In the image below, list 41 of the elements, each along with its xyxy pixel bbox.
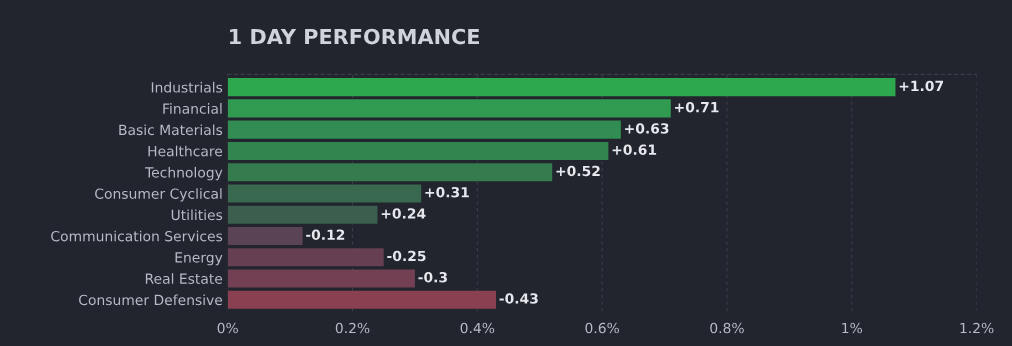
- bar: [227, 205, 378, 224]
- y-tick-label: Healthcare: [148, 145, 223, 157]
- y-tick-label: Industrials: [151, 81, 223, 93]
- y-tick-label: Communication Services: [51, 230, 223, 242]
- data-label: -0.12: [306, 229, 345, 240]
- x-tick-label: 1%: [842, 322, 863, 334]
- data-label: +0.24: [381, 208, 426, 219]
- y-tick-label: Consumer Cyclical: [95, 188, 222, 202]
- data-label: +0.71: [675, 101, 719, 113]
- y-tick-label: Financial: [163, 103, 222, 114]
- data-label: +0.61: [612, 144, 657, 155]
- y-tick-label: Utilities: [171, 209, 223, 221]
- data-label: -0.3: [418, 271, 447, 283]
- bar: [227, 163, 553, 182]
- x-tick-label: 0%: [217, 322, 238, 334]
- x-tick-label: 1.2%: [960, 322, 994, 334]
- y-tick-label: Consumer Defensive: [79, 294, 223, 306]
- bar: [227, 248, 384, 267]
- data-label: +0.63: [625, 123, 669, 134]
- data-label: +1.07: [899, 80, 944, 92]
- y-tick-label: Energy: [175, 252, 223, 266]
- bar: [227, 269, 415, 288]
- bar: [227, 120, 621, 139]
- x-tick-label: 0.8%: [710, 322, 744, 334]
- x-tick-label: 0.2%: [335, 322, 370, 334]
- x-tick-label: 0.4%: [460, 322, 495, 334]
- data-label: -0.25: [387, 250, 426, 262]
- y-tick-label: Real Estate: [145, 273, 223, 284]
- data-label: +0.31: [425, 186, 469, 198]
- data-label: -0.43: [499, 293, 538, 304]
- bar: [227, 290, 497, 309]
- bar: [227, 99, 671, 118]
- x-tick-label: 0.6%: [585, 322, 620, 334]
- y-tick-label: Technology: [145, 166, 223, 181]
- bar: [227, 141, 609, 160]
- bar: [227, 226, 303, 245]
- bar: [227, 184, 422, 203]
- data-label: +0.52: [556, 165, 600, 177]
- chart-title: 1 DAY PERFORMANCE: [230, 28, 480, 45]
- y-tick-label: Basic Materials: [119, 124, 223, 136]
- bar: [227, 78, 896, 97]
